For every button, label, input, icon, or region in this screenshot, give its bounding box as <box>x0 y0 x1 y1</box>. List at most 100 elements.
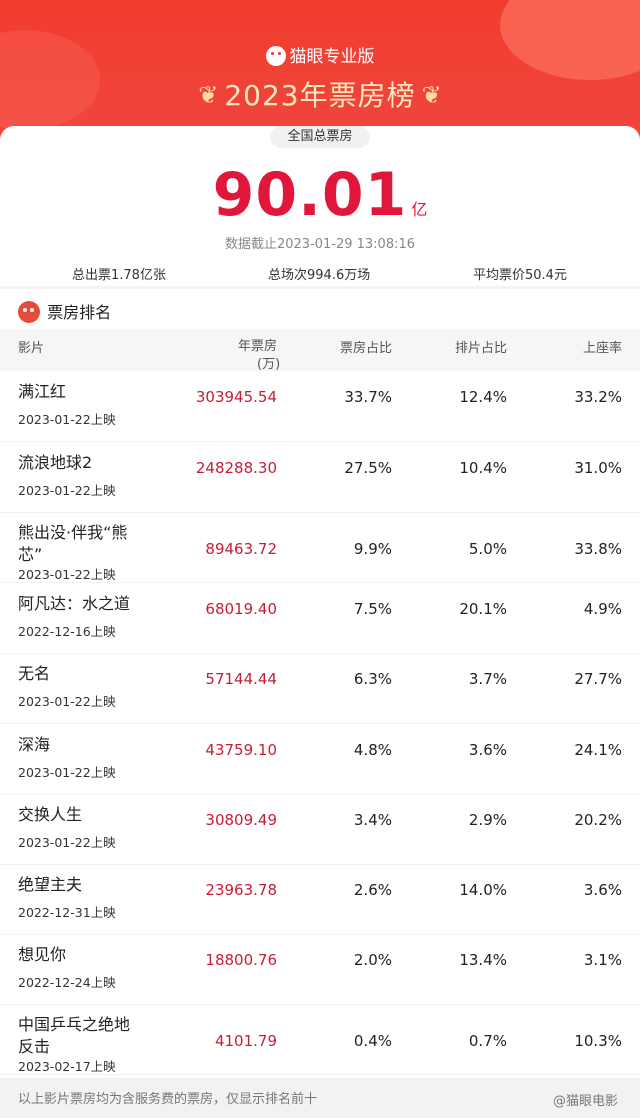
occupancy-value: 10.3% <box>574 1032 622 1050</box>
laurel-left-icon: ❦ <box>198 81 219 109</box>
ranking-list: 票房排名 影片 年票房 (万) 票房占比 排片占比 上座率 满江红 2023-01… <box>0 289 640 1089</box>
column-header: 影片 年票房 (万) 票房占比 排片占比 上座率 <box>0 329 640 372</box>
section-title: 票房排名 <box>18 299 111 323</box>
decor-blob <box>500 0 640 80</box>
release-date: 2022-12-16上映 <box>18 624 116 639</box>
table-row[interactable]: 满江红 2023-01-22上映 303945.54 33.7% 12.4% 33.2% <box>0 371 640 442</box>
release-date: 2022-12-31上映 <box>18 905 116 920</box>
gross-value: 303945.54 <box>195 388 277 406</box>
gross-value: 18800.76 <box>205 951 277 969</box>
share-value: 9.9% <box>353 540 392 558</box>
screen-share-value: 0.7% <box>468 1032 507 1050</box>
share-value: 6.3% <box>353 670 392 688</box>
release-date: 2023-02-17上映 <box>18 1059 116 1074</box>
release-date: 2023-01-22上映 <box>18 567 116 582</box>
data-timestamp: 数据截止2023-01-29 13:08:16 <box>224 237 416 252</box>
gross-value: 57144.44 <box>205 670 277 688</box>
table-row[interactable]: 交换人生 2023-01-22上映 30809.49 3.4% 2.9% 20.2% <box>0 794 640 865</box>
total-box-office: 90.01 亿 <box>0 160 640 230</box>
brand-label: 猫眼专业版 <box>289 47 375 67</box>
release-date: 2023-01-22上映 <box>18 483 116 498</box>
screen-share-value: 13.4% <box>459 951 507 969</box>
occupancy-value: 4.9% <box>583 600 622 618</box>
film-name: 熊出没·伴我“熊芯” <box>18 523 128 564</box>
footnote: 以上影片票房均为含服务费的票房，仅显示排名前十 <box>18 1092 318 1107</box>
screen-share-value: 12.4% <box>459 388 507 406</box>
col-gross: 年票房 <box>238 339 278 354</box>
screen-share-value: 2.9% <box>468 811 507 829</box>
table-row[interactable]: 阿凡达：水之道 2022-12-16上映 68019.40 7.5% 20.1% 4.9% <box>0 583 640 654</box>
screen-share-value: 20.1% <box>459 600 507 618</box>
col-film: 影片 <box>18 341 45 356</box>
col-share: 票房占比 <box>339 341 392 356</box>
page-title: 2023年票房榜 <box>224 79 416 112</box>
release-date: 2022-12-24上映 <box>18 975 116 990</box>
col-occupancy: 上座率 <box>582 341 622 356</box>
release-date: 2023-01-22上映 <box>18 694 116 709</box>
stat-shows: 总场次994.6万场 <box>268 268 371 283</box>
gross-value: 30809.49 <box>205 811 277 829</box>
screen-share-value: 14.0% <box>459 881 507 899</box>
occupancy-value: 3.6% <box>583 881 622 899</box>
film-name: 交换人生 <box>18 805 83 824</box>
table-row[interactable]: 中国乒乓之绝地反击 2023-02-17上映 4101.79 0.4% 0.7% 10.3… <box>0 1004 640 1075</box>
table-row[interactable]: 想见你 2022-12-24上映 18800.76 2.0% 13.4% 3.1% <box>0 934 640 1005</box>
watermark: @猫眼电影 <box>552 1094 618 1109</box>
table-row[interactable]: 深海 2023-01-22上映 43759.10 4.8% 3.6% 24.1% <box>0 724 640 795</box>
release-date: 2023-01-22上映 <box>18 765 116 780</box>
col-screen-share: 排片占比 <box>454 341 507 356</box>
table-row[interactable]: 流浪地球2 2023-01-22上映 248288.30 27.5% 10.4% 31.0… <box>0 442 640 513</box>
share-value: 33.7% <box>344 388 392 406</box>
gross-value: 43759.10 <box>205 741 277 759</box>
occupancy-value: 31.0% <box>574 459 622 477</box>
share-value: 4.8% <box>353 741 392 759</box>
maoyan-logo-icon <box>265 46 286 66</box>
gross-value: 248288.30 <box>195 459 277 477</box>
gross-value: 89463.72 <box>205 540 277 558</box>
film-name: 满江红 <box>18 382 67 401</box>
release-date: 2023-01-22上映 <box>18 835 116 850</box>
brand: 猫眼专业版 <box>0 42 640 67</box>
stat-tickets: 总出票1.78亿张 <box>72 268 166 283</box>
stat-avg-price: 平均票价50.4元 <box>473 268 567 283</box>
occupancy-value: 20.2% <box>574 811 622 829</box>
section-label: 票房排名 <box>47 303 112 322</box>
screen-share-value: 3.6% <box>468 741 507 759</box>
occupancy-value: 24.1% <box>574 741 622 759</box>
film-name: 深海 <box>18 735 51 754</box>
occupancy-value: 3.1% <box>583 951 622 969</box>
table-row[interactable]: 绝望主夫 2022-12-31上映 23963.78 2.6% 14.0% 3.6% <box>0 864 640 935</box>
cat-face-icon <box>18 301 40 323</box>
table-row[interactable]: 熊出没·伴我“熊芯” 2023-01-22上映 89463.72 9.9% 5.0% 33… <box>0 512 640 583</box>
screen-share-value: 3.7% <box>468 670 507 688</box>
laurel-right-icon: ❦ <box>421 81 442 109</box>
total-label: 全国总票房 <box>270 126 370 148</box>
gross-value: 4101.79 <box>214 1032 277 1050</box>
col-gross-unit: (万) <box>257 357 281 372</box>
occupancy-value: 33.8% <box>574 540 622 558</box>
table-row[interactable]: 无名 2023-01-22上映 57144.44 6.3% 3.7% 27.7% <box>0 653 640 724</box>
screen-share-value: 5.0% <box>468 540 507 558</box>
total-unit: 亿 <box>411 200 428 219</box>
share-value: 0.4% <box>353 1032 392 1050</box>
gross-value: 68019.40 <box>205 600 277 618</box>
share-value: 7.5% <box>353 600 392 618</box>
total-card: 全国总票房 90.01 亿 数据截止2023-01-29 13:08:16 总出票… <box>0 126 640 286</box>
occupancy-value: 33.2% <box>574 388 622 406</box>
total-value: 90.01 <box>212 160 408 230</box>
film-name: 中国乒乓之绝地反击 <box>18 1015 131 1056</box>
share-value: 27.5% <box>344 459 392 477</box>
film-name: 流浪地球2 <box>18 453 93 472</box>
footer: 以上影片票房均为含服务费的票房，仅显示排名前十 @猫眼电影 <box>0 1078 640 1118</box>
film-name: 无名 <box>18 664 51 683</box>
film-name: 阿凡达：水之道 <box>18 594 131 613</box>
share-value: 2.0% <box>353 951 392 969</box>
share-value: 3.4% <box>353 811 392 829</box>
film-name: 想见你 <box>18 945 67 964</box>
screen-share-value: 10.4% <box>459 459 507 477</box>
share-value: 2.6% <box>353 881 392 899</box>
occupancy-value: 27.7% <box>574 670 622 688</box>
film-name: 绝望主夫 <box>18 875 83 894</box>
gross-value: 23963.78 <box>205 881 277 899</box>
release-date: 2023-01-22上映 <box>18 412 116 427</box>
